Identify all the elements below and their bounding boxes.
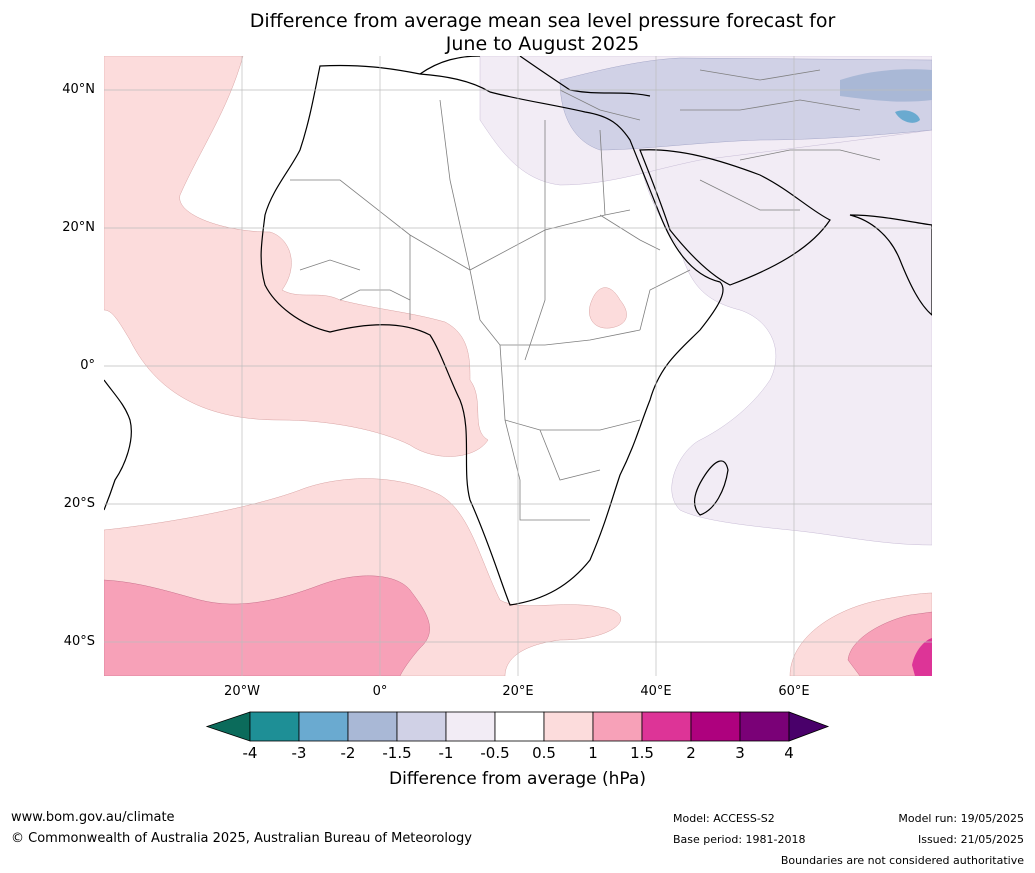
colorbar-segment xyxy=(396,711,447,742)
colorbar-tick-label: -1.5 xyxy=(382,744,412,762)
colorbar-tick-label: 1.5 xyxy=(630,744,654,762)
colorbar-segment xyxy=(592,711,643,742)
south-america-coastline xyxy=(104,379,132,511)
colorbar-label: Difference from average (hPa) xyxy=(389,769,646,789)
colorbar-tick-label: 4 xyxy=(784,744,794,762)
colorbar-tick-label: -4 xyxy=(242,744,258,762)
footer-model-run: Model run: 19/05/2025 xyxy=(898,812,1024,825)
colorbar-segment xyxy=(543,711,594,742)
africa-coastline xyxy=(260,64,724,606)
colorbar-tick-label: 2 xyxy=(686,744,696,762)
footer-copyright: © Commonwealth of Australia 2025, Austra… xyxy=(11,831,472,846)
footer-base-period: Base period: 1981-2018 xyxy=(673,833,806,846)
anomaly-region-caspian xyxy=(840,69,932,102)
colorbar-tick-label: -1 xyxy=(438,744,454,762)
lon-label-20w: 20°W xyxy=(224,684,260,699)
lon-label-20e: 20°E xyxy=(502,684,534,699)
footer-issued: Issued: 21/05/2025 xyxy=(917,833,1024,846)
anomaly-region-east-africa xyxy=(589,287,627,329)
colorbar-tick-label: 3 xyxy=(735,744,745,762)
anomaly-region-turkey-negative xyxy=(559,57,932,151)
country-borders xyxy=(290,69,881,521)
map-title: Difference from average mean sea level p… xyxy=(0,10,1035,56)
colorbar-segment xyxy=(690,711,741,742)
colorbar-tick-label: 0.5 xyxy=(532,744,556,762)
colorbar-segment xyxy=(445,711,496,742)
colorbar-segment xyxy=(641,711,692,742)
footer-url[interactable]: www.bom.gov.au/climate xyxy=(11,810,175,825)
colorbar-segment xyxy=(249,711,300,742)
lat-label-40s: 40°S xyxy=(63,634,95,649)
colorbar-tick-label: -2 xyxy=(340,744,356,762)
footer-model: Model: ACCESS-S2 xyxy=(673,812,775,825)
lon-label-0: 0° xyxy=(372,684,388,699)
title-line-2: June to August 2025 xyxy=(445,33,640,55)
lat-label-20s: 20°S xyxy=(63,496,95,511)
graticule xyxy=(104,56,932,676)
anomaly-region-atlantic-strong xyxy=(104,575,430,676)
arabia-coastline xyxy=(639,149,831,286)
lat-label-40n: 40°N xyxy=(62,82,95,97)
colorbar-segment xyxy=(739,711,790,742)
lon-label-40e: 40°E xyxy=(640,684,672,699)
anomaly-region-caspian-core xyxy=(895,110,920,123)
india-coastline xyxy=(849,214,932,316)
colorbar-tick-label: 1 xyxy=(588,744,598,762)
lon-label-60e: 60°E xyxy=(778,684,810,699)
footer-disclaimer: Boundaries are not considered authoritat… xyxy=(780,854,1024,867)
anomaly-region-indian-strong xyxy=(847,611,932,676)
colorbar-tick-label: -3 xyxy=(291,744,307,762)
colorbar-segment xyxy=(494,711,545,742)
colorbar-segment xyxy=(298,711,349,742)
colorbar xyxy=(205,711,830,742)
lat-label-0: 0° xyxy=(80,358,95,373)
colorbar-extend-high xyxy=(788,711,830,742)
colorbar-tick-label: -0.5 xyxy=(480,744,510,762)
colorbar-extend-low xyxy=(205,711,251,742)
title-line-1: Difference from average mean sea level p… xyxy=(249,10,836,32)
colorbar-segment xyxy=(347,711,398,742)
madagascar-coastline xyxy=(693,460,729,516)
coastlines xyxy=(104,56,932,606)
anomaly-region-indian-max xyxy=(912,638,932,676)
map-plot xyxy=(104,56,932,676)
lat-label-20n: 20°N xyxy=(62,220,95,235)
